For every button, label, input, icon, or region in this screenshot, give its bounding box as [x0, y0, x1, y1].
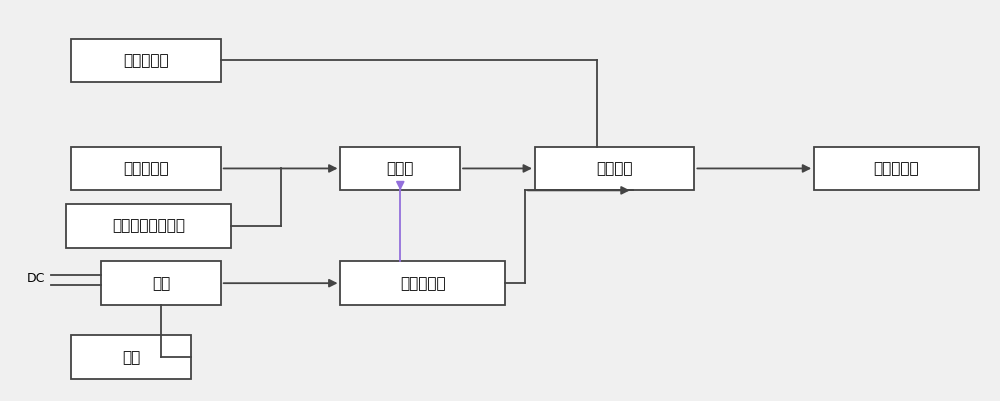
FancyBboxPatch shape — [535, 146, 694, 190]
FancyBboxPatch shape — [66, 204, 231, 248]
FancyBboxPatch shape — [340, 261, 505, 305]
Text: 温度传感器: 温度传感器 — [123, 53, 169, 68]
FancyBboxPatch shape — [71, 38, 221, 82]
FancyBboxPatch shape — [71, 336, 191, 379]
FancyBboxPatch shape — [101, 261, 221, 305]
FancyBboxPatch shape — [340, 146, 460, 190]
Text: 压力传感器: 压力传感器 — [123, 161, 169, 176]
FancyBboxPatch shape — [71, 146, 221, 190]
Text: 电源: 电源 — [152, 275, 170, 291]
Text: 微处理器: 微处理器 — [596, 161, 633, 176]
Text: 射流反冲力传感器: 射流反冲力传感器 — [112, 218, 185, 233]
Text: 电池: 电池 — [122, 350, 140, 365]
Text: 电源稳压器: 电源稳压器 — [400, 275, 446, 291]
FancyBboxPatch shape — [814, 146, 979, 190]
Text: 液晶显示器: 液晶显示器 — [874, 161, 919, 176]
Text: 变送器: 变送器 — [387, 161, 414, 176]
Text: DC: DC — [27, 271, 45, 285]
